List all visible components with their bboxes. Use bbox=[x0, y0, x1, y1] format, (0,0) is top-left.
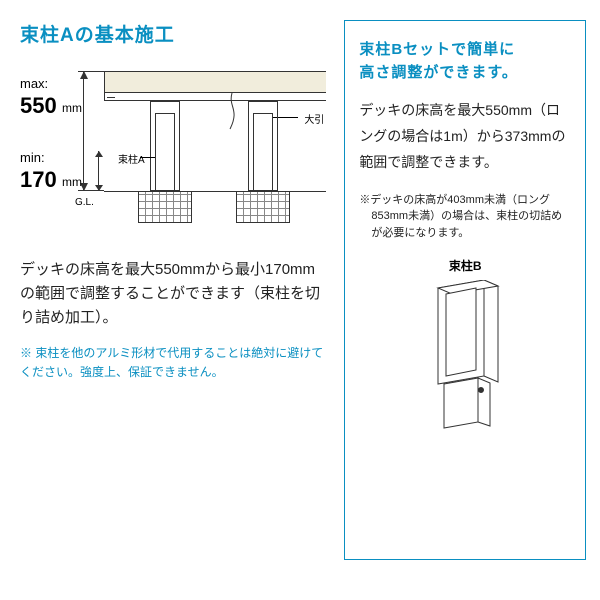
body-text-a: デッキの床高を最大550mmから最小170mmの範囲で調整することができます（束… bbox=[20, 258, 326, 330]
pillar-b-diagram bbox=[359, 280, 571, 430]
title-pillar-b: 束柱Bセットで簡単に 高さ調整ができます。 bbox=[359, 39, 571, 84]
pillar-a-inner bbox=[155, 113, 175, 191]
dim-min-label: min: bbox=[20, 151, 45, 164]
pillar-b-label: 束柱B bbox=[359, 257, 571, 274]
cable-icon bbox=[220, 93, 250, 133]
dim-min-unit: mm bbox=[62, 175, 82, 189]
pillar-a-label: 束柱A bbox=[118, 151, 145, 166]
dim-max-value: 550 bbox=[20, 93, 57, 119]
dim-max-unit: mm bbox=[62, 101, 82, 115]
footing-block bbox=[236, 191, 290, 223]
diagram-pillar-a: 大引 束柱A G.L. max: 550 mm min: bbox=[20, 51, 326, 256]
pillar-b-icon bbox=[426, 280, 504, 430]
dim-max-label: max: bbox=[20, 77, 48, 90]
section-pillar-a: 束柱Aの基本施工 大引 束柱A G.L. bbox=[20, 20, 326, 560]
title-b-line1: 束柱Bセットで簡単に bbox=[359, 41, 515, 58]
dim-min-value: 170 bbox=[20, 167, 57, 193]
page-container: 束柱Aの基本施工 大引 束柱A G.L. bbox=[0, 0, 600, 600]
title-pillar-a: 束柱Aの基本施工 bbox=[20, 20, 326, 47]
deck-beam bbox=[104, 71, 326, 93]
gl-label: G.L. bbox=[75, 197, 94, 208]
title-b-line2: 高さ調整ができます。 bbox=[359, 64, 518, 81]
note-text-a: ※ 束柱を他のアルミ形材で代用することは絶対に避けてください。強度上、保証できま… bbox=[20, 344, 326, 382]
large-joist-label: 大引 bbox=[304, 111, 324, 126]
footing-block bbox=[138, 191, 192, 223]
body-text-b: デッキの床高を最大550mm（ロングの場合は1m）から373mmの範囲で調整でき… bbox=[359, 98, 571, 176]
pillar-a-inner bbox=[253, 113, 273, 191]
ground-line bbox=[104, 191, 326, 192]
note-text-b: ※デッキの床高が403mm未満（ロング853mm未満）の場合は、束柱の切詰めが必… bbox=[359, 192, 571, 242]
dim-min-bar bbox=[98, 151, 108, 191]
section-pillar-b: 束柱Bセットで簡単に 高さ調整ができます。 デッキの床高を最大550mm（ロング… bbox=[344, 20, 586, 560]
deck-beam-underside bbox=[104, 93, 326, 101]
leader-line bbox=[140, 157, 155, 158]
